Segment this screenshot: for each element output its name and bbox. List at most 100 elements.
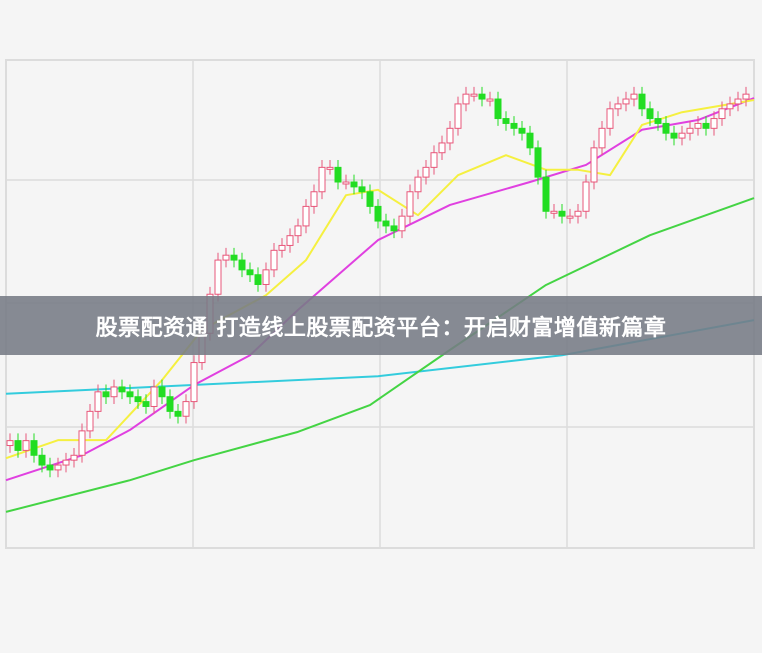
candle <box>326 160 334 175</box>
candle-body <box>710 118 718 129</box>
candle <box>446 121 454 151</box>
candle <box>454 96 462 136</box>
candle-body <box>446 127 454 144</box>
candle-body <box>110 386 118 398</box>
candle-body <box>22 440 30 451</box>
candle <box>406 184 414 224</box>
candle-body <box>662 122 670 134</box>
candle-body <box>158 386 166 398</box>
candle-body <box>6 440 14 447</box>
candle <box>142 394 150 414</box>
candle-body <box>470 93 478 97</box>
candle-body <box>166 396 174 412</box>
candle <box>54 457 62 478</box>
candle <box>742 86 750 107</box>
candle <box>430 145 438 175</box>
candle-body <box>238 259 246 271</box>
candle-body <box>670 132 678 139</box>
candle-body <box>694 122 702 129</box>
candle-body <box>350 181 358 188</box>
candle-body <box>366 191 374 207</box>
candle <box>462 86 470 112</box>
candle-body <box>510 122 518 129</box>
candle <box>622 91 630 112</box>
candle <box>382 213 390 234</box>
candle-body <box>118 386 126 393</box>
candle-body <box>614 103 622 110</box>
candle <box>574 203 582 224</box>
candle <box>614 96 622 117</box>
candle-body <box>534 147 542 178</box>
candle <box>230 247 238 268</box>
candle <box>678 125 686 146</box>
candle-body <box>702 122 710 129</box>
candle <box>182 394 190 424</box>
candle-body <box>742 93 750 100</box>
candle-body <box>246 269 254 276</box>
candle-body <box>374 205 382 222</box>
ma-line-1 <box>5 197 755 513</box>
candle <box>566 208 574 224</box>
candle-body <box>638 93 646 110</box>
candle-body <box>134 396 142 403</box>
candle <box>86 404 94 439</box>
candle-body <box>62 459 70 466</box>
candle <box>166 389 174 419</box>
candle <box>334 160 342 190</box>
candle-body <box>486 98 494 102</box>
candle <box>398 208 406 239</box>
candle <box>318 160 326 200</box>
candle <box>438 135 446 161</box>
candle-body <box>318 166 326 193</box>
headline-banner: 股票配资通 打造线上股票配资平台：开启财富增值新篇章 <box>0 296 762 355</box>
candle-body <box>326 166 334 170</box>
candle <box>470 86 478 102</box>
candle <box>350 174 358 195</box>
candle <box>118 379 126 400</box>
candle-body <box>654 118 662 124</box>
candle <box>70 447 78 468</box>
candle <box>158 379 166 405</box>
candle <box>94 384 102 419</box>
candle <box>702 116 710 136</box>
candle <box>494 91 502 126</box>
candle <box>534 140 542 185</box>
candle <box>214 252 222 302</box>
candle <box>598 121 606 156</box>
candle-body <box>398 215 406 232</box>
candle-body <box>438 142 446 154</box>
candle-body <box>582 181 590 212</box>
candle-body <box>102 391 110 398</box>
candle-body <box>502 118 510 124</box>
candle-body <box>718 108 726 120</box>
candle-body <box>342 181 350 185</box>
candle <box>110 379 118 405</box>
candle <box>518 121 526 141</box>
candle <box>366 184 374 214</box>
candle-body <box>574 210 582 217</box>
candle-body <box>14 440 22 451</box>
candle <box>262 262 270 292</box>
candle <box>422 160 430 185</box>
candle <box>342 174 350 190</box>
candle <box>478 86 486 107</box>
candle <box>630 86 638 107</box>
candle-body <box>254 274 262 285</box>
candle-body <box>630 93 638 100</box>
candle-body <box>518 127 526 134</box>
candle <box>38 447 46 473</box>
candle-body <box>678 132 686 139</box>
candle-body <box>406 191 414 217</box>
candle <box>606 101 614 136</box>
candle-body <box>150 386 158 407</box>
candle <box>14 433 22 458</box>
candle <box>590 140 598 190</box>
candle-body <box>270 249 278 271</box>
candle <box>358 179 366 200</box>
candle <box>694 116 702 136</box>
candle-body <box>494 98 502 120</box>
candle <box>662 116 670 141</box>
candle <box>502 111 510 131</box>
candle <box>238 252 246 278</box>
ma-line-2 <box>5 97 755 482</box>
